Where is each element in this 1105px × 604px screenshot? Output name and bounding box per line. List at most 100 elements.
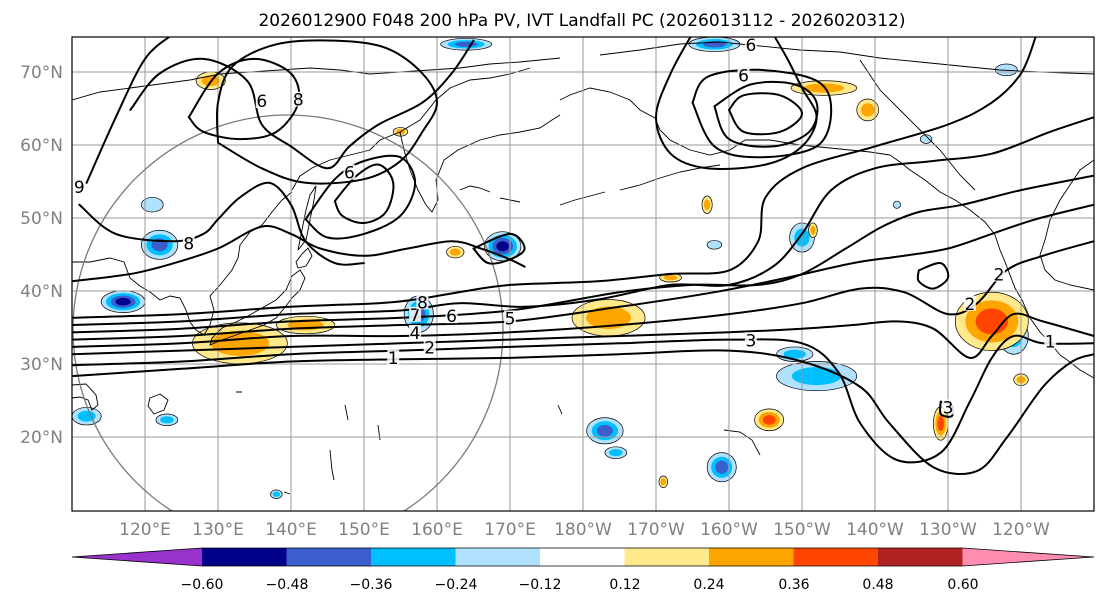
border-alaska-canada bbox=[859, 59, 976, 191]
lat-label-60n: 60°N bbox=[20, 136, 63, 156]
lon-label-170w: 170°W bbox=[627, 520, 685, 540]
contour-label-background bbox=[942, 399, 954, 415]
ivt-pc-blob bbox=[937, 416, 944, 431]
lon-label-150e: 150°E bbox=[338, 520, 390, 540]
contour-label: 2 bbox=[994, 266, 1005, 286]
pv-contour-line bbox=[713, 80, 819, 148]
ivt-pc-blob bbox=[703, 199, 711, 211]
ivt-pc-blob bbox=[860, 103, 875, 117]
contour-label-background bbox=[255, 93, 268, 109]
contour-label: 4 bbox=[410, 324, 421, 344]
colorbar-tick-label: 0.60 bbox=[947, 577, 978, 593]
contour-label-background bbox=[387, 349, 400, 365]
colorbar bbox=[71, 547, 1095, 567]
coast-south-china bbox=[72, 383, 99, 411]
map-frame bbox=[71, 36, 1095, 512]
contour-label: 2 bbox=[424, 339, 435, 359]
lat-label-40n: 40°N bbox=[20, 282, 63, 302]
contour-label-background bbox=[423, 339, 436, 355]
ivt-pc-blob bbox=[160, 416, 174, 424]
contour-label-background bbox=[292, 91, 305, 107]
coast-pacific-islands bbox=[236, 391, 761, 495]
pv-contour-line bbox=[472, 232, 526, 265]
contour-label-background bbox=[73, 179, 86, 195]
ivt-pc-blob bbox=[454, 41, 478, 47]
coast-alaska-west bbox=[559, 87, 746, 156]
pv-contour-line bbox=[691, 68, 833, 159]
coast-taiwan-island bbox=[147, 393, 169, 415]
contour-label: 9 bbox=[74, 178, 85, 198]
ivt-pc-blob bbox=[715, 460, 729, 474]
pv-contour-line bbox=[72, 225, 526, 283]
contour-label-background bbox=[416, 294, 429, 310]
pv-contour-line bbox=[72, 116, 1094, 326]
lat-label-70n: 70°N bbox=[20, 63, 63, 83]
pv-contour-line bbox=[72, 37, 1037, 319]
lon-label-140e: 140°E bbox=[265, 520, 317, 540]
ivt-pc-blob bbox=[496, 241, 510, 252]
colorbar-extend-low bbox=[72, 548, 202, 566]
contour-label: 8 bbox=[183, 234, 194, 254]
lon-label-160e: 160°E bbox=[411, 520, 463, 540]
pv-contour-line bbox=[728, 92, 803, 136]
contour-label: 2 bbox=[964, 295, 975, 315]
contour-label: 1 bbox=[1045, 333, 1056, 353]
lon-label-180w: 180°W bbox=[554, 520, 612, 540]
ivt-pc-blob bbox=[596, 424, 614, 437]
lon-label-120w: 120°W bbox=[992, 520, 1050, 540]
figure-title: 2026012900 F048 200 hPa PV, IVT Landfall… bbox=[258, 11, 905, 31]
ivt-pc-blob bbox=[77, 410, 96, 422]
lon-label-150w: 150°W bbox=[773, 520, 831, 540]
pv-contour-line bbox=[215, 39, 438, 185]
lat-label-30n: 30°N bbox=[20, 355, 63, 375]
pv-contour-line bbox=[72, 349, 1094, 475]
contour-label: 8 bbox=[417, 293, 428, 313]
colorbar-tick-label: −0.60 bbox=[181, 577, 224, 593]
contour-label: 6 bbox=[344, 164, 355, 184]
lon-label-170e: 170°E bbox=[484, 520, 536, 540]
ivt-pc-blob bbox=[663, 274, 678, 281]
longitude-labels: 120°E 130°E 140°E 150°E 160°E 170°E 180°… bbox=[119, 520, 1050, 540]
contour-label: 3 bbox=[745, 331, 756, 351]
contour-label-background bbox=[504, 310, 516, 326]
pv-contour-line bbox=[78, 181, 365, 266]
contour-label-background bbox=[343, 164, 356, 180]
contour-label-background bbox=[445, 308, 458, 324]
ivt-pc-blob bbox=[115, 297, 131, 306]
pv-contours bbox=[72, 37, 1094, 475]
ivt-pc-blob bbox=[975, 308, 1009, 335]
colorbar-segment bbox=[878, 548, 963, 566]
lat-label-50n: 50°N bbox=[20, 209, 63, 229]
lon-label-120e: 120°E bbox=[119, 520, 171, 540]
coast-sakhalin bbox=[297, 185, 317, 251]
coast-japan bbox=[209, 269, 306, 346]
pv-contour-line bbox=[304, 154, 417, 240]
contour-label: 6 bbox=[738, 67, 749, 87]
lon-label-130w: 130°W bbox=[919, 520, 977, 540]
colorbar-segment bbox=[286, 548, 372, 566]
contour-label-background bbox=[1044, 333, 1057, 349]
contour-label: 7 bbox=[410, 306, 421, 326]
ivt-pc-blob bbox=[141, 197, 164, 213]
colorbar-segment bbox=[202, 548, 287, 566]
colorbar-tick-label: −0.36 bbox=[350, 577, 393, 593]
contour-label-background bbox=[182, 235, 195, 251]
colorbar-segment bbox=[624, 548, 710, 566]
pv-contour-line bbox=[72, 334, 1094, 464]
contour-label: 3 bbox=[943, 398, 954, 418]
colorbar-extend-high bbox=[962, 548, 1094, 566]
colorbar-outline bbox=[71, 547, 1095, 567]
colorbar-segment bbox=[455, 548, 541, 566]
lat-label-20n: 20°N bbox=[20, 428, 63, 448]
colorbar-tick-label: 0.12 bbox=[609, 577, 640, 593]
contour-label: 6 bbox=[446, 307, 457, 327]
ivt-pc-blob bbox=[660, 478, 666, 486]
pv-contour-line bbox=[333, 163, 395, 225]
pv-contour-line bbox=[129, 39, 475, 170]
colorbar-tick-label: −0.24 bbox=[435, 577, 478, 593]
colorbar-tick-label: 0.36 bbox=[778, 577, 809, 593]
coast-baja bbox=[1059, 354, 1094, 379]
pv-contour-line bbox=[85, 37, 171, 184]
